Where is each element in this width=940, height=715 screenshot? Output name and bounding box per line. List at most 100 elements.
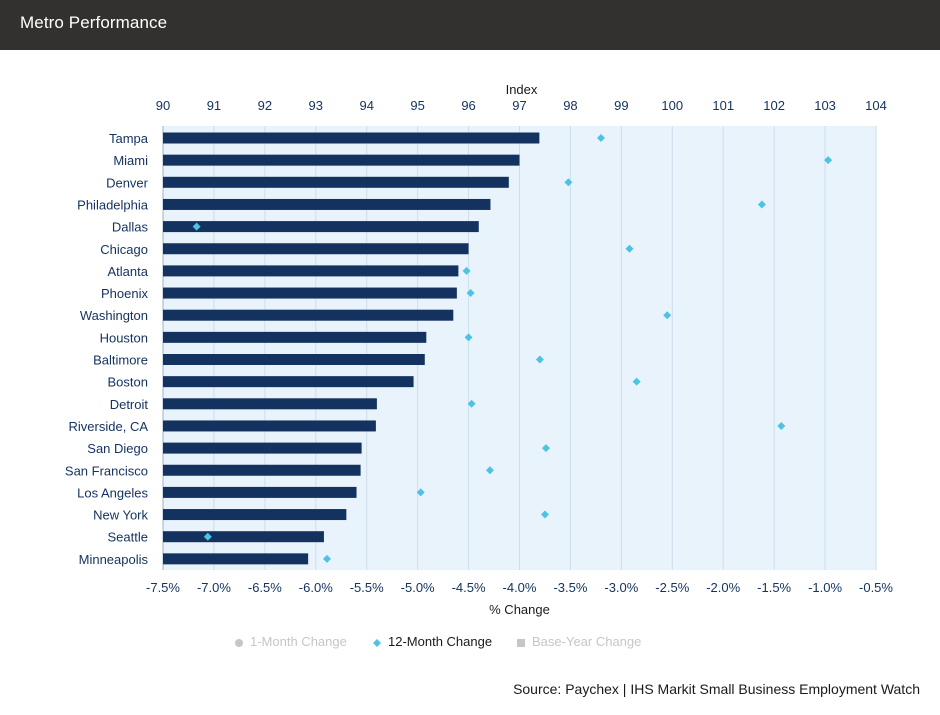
- circle-icon: [235, 639, 243, 647]
- diamond-marker: [564, 178, 573, 187]
- top-axis-title: Index: [506, 82, 538, 97]
- bottom-tick-label: -7.0%: [197, 580, 231, 595]
- diamond-marker: [203, 532, 212, 541]
- bar: [163, 464, 361, 476]
- category-label: Miami: [113, 153, 148, 168]
- source-note: Source: Paychex | IHS Markit Small Busin…: [513, 681, 920, 697]
- category-label: Atlanta: [108, 264, 149, 279]
- category-label: Chicago: [100, 242, 148, 257]
- category-label: Minneapolis: [79, 552, 149, 567]
- header-bar: Metro Performance: [0, 0, 940, 50]
- category-label: Riverside, CA: [69, 419, 149, 434]
- legend-label-1-month: 1-Month Change: [250, 634, 347, 649]
- bar: [163, 531, 324, 543]
- bar: [163, 420, 376, 432]
- top-tick-label: 100: [661, 98, 683, 113]
- top-tick-label: 92: [258, 98, 272, 113]
- bottom-tick-label: -3.0%: [604, 580, 638, 595]
- bottom-tick-label: -1.5%: [757, 580, 791, 595]
- diamond-marker: [663, 311, 672, 320]
- bottom-tick-label: -4.5%: [452, 580, 486, 595]
- top-tick-label: 102: [763, 98, 785, 113]
- top-tick-label: 91: [207, 98, 221, 113]
- diamond-marker: [416, 488, 425, 497]
- bar: [163, 176, 509, 188]
- category-label: Seattle: [108, 530, 148, 545]
- bar: [163, 553, 309, 565]
- bar: [163, 287, 457, 299]
- category-label: Dallas: [112, 220, 149, 235]
- diamond-marker: [632, 377, 641, 386]
- bottom-tick-label: -2.5%: [655, 580, 689, 595]
- bar: [163, 509, 347, 521]
- bar: [163, 486, 357, 498]
- top-tick-label: 101: [712, 98, 734, 113]
- diamond-marker: [824, 156, 833, 165]
- diamond-icon: [373, 639, 381, 647]
- bar: [163, 198, 491, 210]
- diamond-marker: [322, 554, 331, 563]
- bar: [163, 398, 377, 410]
- diamond-marker: [541, 444, 550, 453]
- category-label: New York: [93, 508, 148, 523]
- legend-label-12-month: 12-Month Change: [388, 634, 493, 649]
- diamond-marker: [777, 421, 786, 430]
- bottom-axis-title: % Change: [489, 602, 550, 617]
- bar: [163, 265, 459, 277]
- top-tick-label: 97: [512, 98, 526, 113]
- category-label: Detroit: [110, 397, 149, 412]
- category-label: Boston: [108, 375, 148, 390]
- diamond-marker: [462, 266, 471, 275]
- category-label: Philadelphia: [77, 197, 149, 212]
- bar: [163, 243, 469, 255]
- category-label: Baltimore: [93, 353, 148, 368]
- bottom-tick-label: -6.5%: [248, 580, 282, 595]
- category-label: Houston: [100, 330, 148, 345]
- category-label: Denver: [106, 175, 149, 190]
- page-title: Metro Performance: [20, 13, 168, 32]
- top-tick-label: 95: [410, 98, 424, 113]
- bottom-tick-label: -4.0%: [503, 580, 537, 595]
- bottom-tick-label: -2.0%: [706, 580, 740, 595]
- top-tick-label: 93: [309, 98, 323, 113]
- diamond-marker: [464, 333, 473, 342]
- bottom-tick-label: -3.5%: [553, 580, 587, 595]
- category-label: San Francisco: [65, 463, 148, 478]
- legend-label-base-year: Base-Year Change: [532, 634, 642, 649]
- category-label: San Diego: [87, 441, 148, 456]
- bar: [163, 309, 454, 321]
- bar: [163, 442, 362, 454]
- diamond-marker: [535, 355, 544, 364]
- bottom-tick-label: -1.0%: [808, 580, 842, 595]
- diamond-marker: [625, 244, 634, 253]
- category-label: Washington: [80, 308, 148, 323]
- bottom-tick-label: -6.0%: [299, 580, 333, 595]
- bottom-tick-label: -5.5%: [350, 580, 384, 595]
- top-tick-label: 104: [865, 98, 887, 113]
- category-label: Tampa: [109, 131, 149, 146]
- category-label: Los Angeles: [77, 485, 148, 500]
- diamond-marker: [466, 289, 475, 298]
- bar: [163, 221, 479, 233]
- square-icon: [517, 639, 525, 647]
- category-label: Phoenix: [101, 286, 148, 301]
- top-tick-label: 96: [461, 98, 475, 113]
- bar: [163, 331, 427, 343]
- bottom-tick-label: -5.0%: [401, 580, 435, 595]
- bar: [163, 376, 414, 388]
- diamond-marker: [192, 222, 201, 231]
- diamond-marker: [467, 399, 476, 408]
- diamond-marker: [485, 466, 494, 475]
- metro-chart: 90 91 92 93 94 95 96 97 98 99 100 101 102 103 104 Index…: [65, 82, 894, 617]
- diamond-marker: [596, 134, 605, 142]
- bottom-tick-label: -0.5%: [859, 580, 893, 595]
- top-tick-label: 103: [814, 98, 836, 113]
- bottom-tick-label: -7.5%: [146, 580, 180, 595]
- top-tick-label: 99: [614, 98, 628, 113]
- chart-legend: 1-Month Change 12-Month Change Base-Year…: [0, 634, 940, 652]
- top-tick-label: 94: [359, 98, 373, 113]
- top-tick-label: 98: [563, 98, 577, 113]
- diamond-marker: [540, 510, 549, 519]
- bar: [163, 354, 425, 365]
- diamond-marker: [757, 200, 766, 209]
